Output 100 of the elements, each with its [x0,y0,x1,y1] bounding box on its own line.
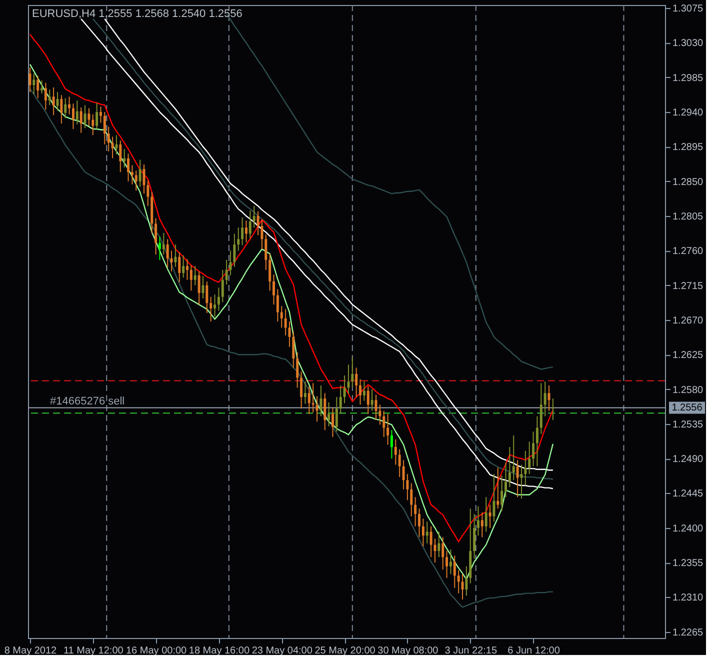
candlestick [166,238,169,268]
candlestick [138,159,142,188]
candlestick [146,180,150,206]
candlestick [107,126,110,152]
candlestick [241,217,244,246]
candlestick [308,386,310,414]
candlestick [374,394,378,421]
candlestick [339,384,342,414]
y-tick-label: 1.2625 [672,350,704,362]
candlestick [88,108,90,126]
candlestick [484,496,488,532]
y-tick-label: 1.2940 [672,108,704,119]
y-tick-label: 1.2805 [672,212,704,222]
candlestick [312,382,314,413]
y-tick-label: 1.2265 [672,627,704,638]
y-tick-label: 1.2985 [672,72,704,84]
candlestick [516,460,519,498]
candlestick [48,89,51,106]
candlestick [256,210,260,236]
candlestick [434,538,436,564]
candlestick [355,367,358,398]
y-tick-label: 1.2760 [672,246,704,258]
candlestick [182,254,185,278]
candlestick [96,102,98,130]
candlestick [292,331,295,368]
candlestick [276,288,279,322]
candlestick [476,506,480,536]
candlestick [390,430,393,460]
candlestick [162,232,165,256]
candlestick [465,566,468,596]
candlestick [68,96,71,115]
candlestick [457,570,460,594]
candlestick [548,384,550,412]
candlestick [202,276,204,299]
candlestick [142,164,146,194]
candlestick [284,308,287,336]
candlestick [178,252,181,283]
candlestick [520,464,523,500]
candlestick [370,388,374,412]
candlestick [103,112,106,145]
candlestick [328,402,330,427]
candlestick [229,250,232,276]
candlestick [268,253,272,292]
y-tick-label: 1.2445 [672,488,704,500]
candlestick [56,92,59,111]
y-tick-label: 1.2715 [672,280,704,292]
candlestick [528,441,531,474]
y-tick-label: 1.3030 [672,38,704,50]
candlestick [237,227,240,252]
candlestick [304,381,306,404]
chart-title: EURUSD,H4 1.2555 1.2568 1.2540 1.2556 [32,8,242,20]
candlestick [524,450,527,486]
candlestick [382,410,386,438]
candlestick [260,219,264,250]
candlestick [44,82,47,110]
candlestick [394,438,397,466]
candlestick [347,364,350,394]
candlestick [532,431,535,467]
candlestick [115,134,118,155]
candlestick [320,384,322,417]
candlestick [366,386,370,414]
candlestick [217,287,220,312]
candlestick [453,555,456,588]
candlestick [248,210,252,239]
text: 1.2556 [672,402,703,414]
candlestick [40,80,44,94]
candlestick [496,467,500,510]
candlestick [430,526,432,558]
candlestick [288,321,291,348]
candlestick [194,266,196,286]
candlestick [536,416,538,467]
candlestick [324,392,326,431]
candlestick [508,446,511,488]
candlestick [72,103,74,130]
candlestick [206,280,208,314]
candlestick [492,473,496,522]
candlestick [252,205,256,228]
candlestick [92,114,94,136]
candlestick [186,258,188,280]
candlestick [174,244,177,268]
candlestick [504,462,507,498]
candlestick [343,374,346,404]
candlestick [418,508,420,538]
candlestick [544,381,546,417]
candlestick [540,382,542,434]
candlestick [426,521,428,544]
candlestick [398,448,401,478]
candlestick [438,531,440,558]
candlestick [461,574,464,600]
candlestick [552,398,554,421]
candlestick [272,274,276,306]
candlestick [170,250,173,272]
candlestick [28,66,32,93]
candlestick [351,356,354,388]
candlestick [488,504,492,528]
candlestick [134,170,138,192]
candlestick [386,413,390,446]
x-tick-label: 3 Jun 22:15 [444,646,498,656]
y-tick-label: 1.2895 [672,142,704,154]
candlestick [414,496,417,527]
